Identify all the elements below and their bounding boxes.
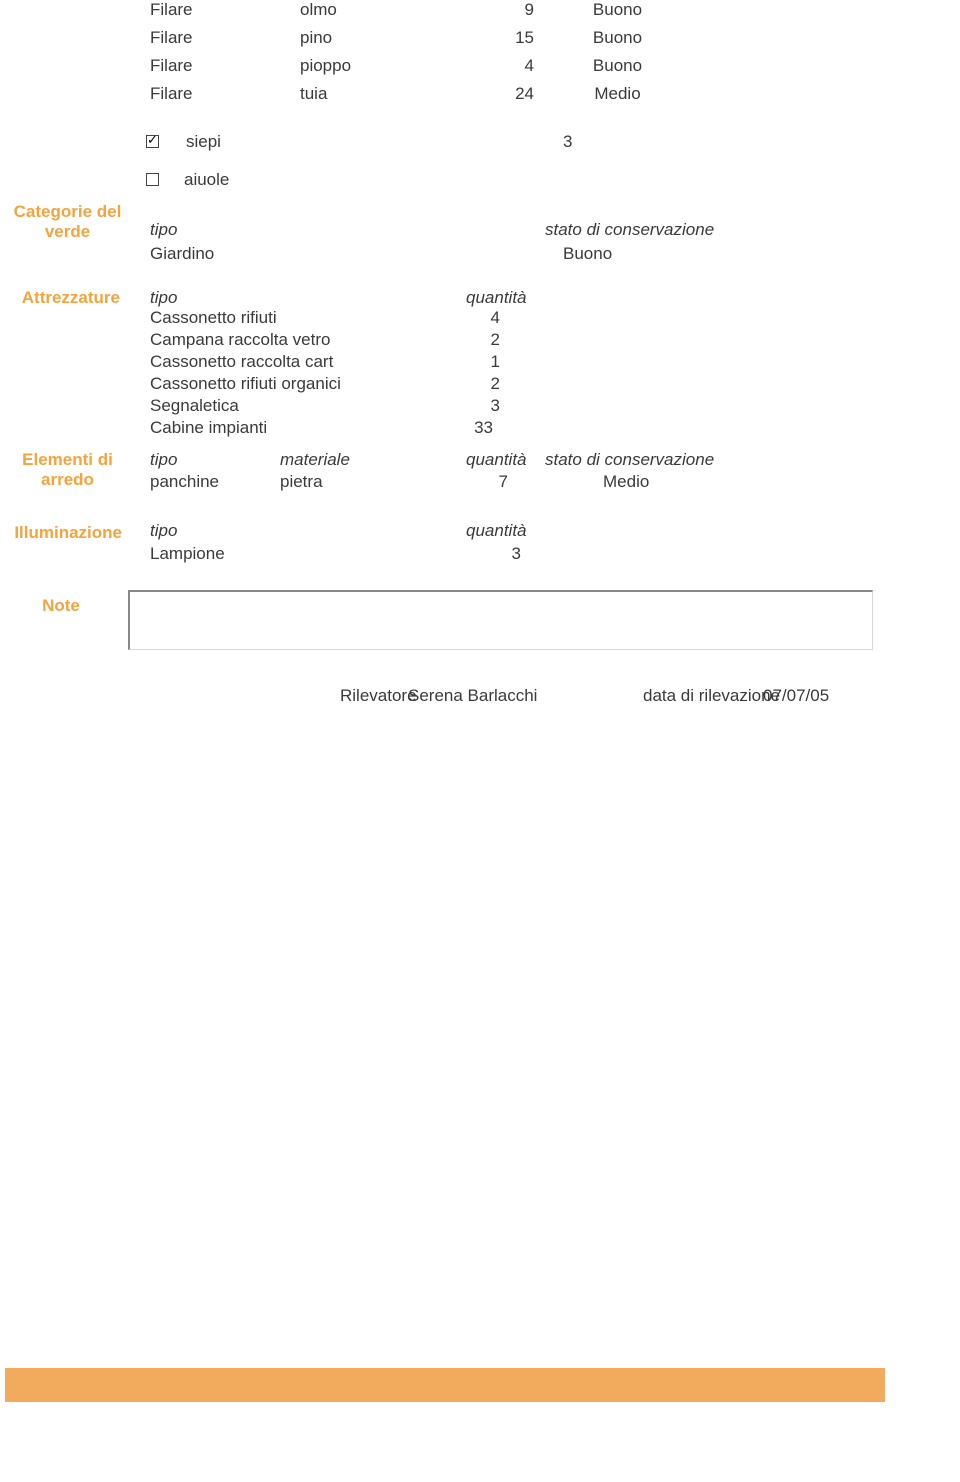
rilevatore-value: Serena Barlacchi [408, 686, 537, 706]
illuminazione-row: Lampione 3 [0, 544, 960, 566]
filare-stato: Medio [545, 84, 690, 104]
filare-stato: Buono [545, 28, 690, 48]
siepi-row: siepi 3 [0, 132, 960, 154]
note-textbox[interactable] [128, 590, 873, 650]
filare-qty: 9 [480, 0, 534, 20]
arredo-stato: Medio [603, 472, 649, 492]
filare-specie: pioppo [300, 56, 351, 76]
ill-tipo: Lampione [150, 544, 225, 564]
head-tipo: tipo [150, 288, 177, 308]
filare-tipo: Filare [150, 0, 193, 20]
categorie-tipo: Giardino [150, 244, 214, 264]
data-rilevazione-value: 07/07/05 [763, 686, 829, 706]
arredo-materiale: pietra [280, 472, 323, 492]
attr-qty: 33 [473, 418, 493, 438]
attrezzature-row: Segnaletica 3 [0, 396, 960, 418]
aiuole-checkbox[interactable] [146, 173, 159, 186]
attr-tipo: Cassonetto raccolta cart [150, 352, 333, 372]
head-qty: quantità [466, 288, 520, 308]
attrezzature-row: Cassonetto raccolta cart 1 [0, 352, 960, 374]
categorie-stato: Buono [563, 244, 612, 264]
attr-tipo: Cassonetto rifiuti [150, 308, 277, 328]
filare-specie: tuia [300, 84, 327, 104]
data-rilevazione-label: data di rilevazione [643, 686, 780, 706]
filare-qty: 4 [480, 56, 534, 76]
filare-specie: olmo [300, 0, 337, 20]
categorie-header: tipo stato di conservazione [0, 220, 960, 242]
aiuole-row: aiuole [0, 170, 960, 192]
rilevatore-label: Rilevatore [340, 686, 417, 706]
filare-row: Filare pioppo 4 Buono [0, 56, 960, 78]
aiuole-label: aiuole [184, 170, 229, 190]
head-tipo: tipo [150, 450, 177, 470]
filare-row: Filare olmo 9 Buono [0, 0, 960, 22]
head-qty: quantità [466, 521, 520, 541]
attrezzature-row: Cassonetto rifiuti 4 [0, 308, 960, 330]
head-stato: stato di conservazione [545, 450, 714, 470]
head-qty: quantità [466, 450, 520, 470]
filare-qty: 24 [480, 84, 534, 104]
arredo-tipo: panchine [150, 472, 219, 492]
attr-tipo: Campana raccolta vetro [150, 330, 330, 350]
attr-qty: 3 [480, 396, 500, 416]
attrezzature-header: tipo quantità [0, 288, 960, 310]
attrezzature-row: Cabine impianti 33 [0, 418, 960, 440]
filare-specie: pino [300, 28, 332, 48]
attr-qty: 2 [480, 330, 500, 350]
footer-bar [5, 1368, 885, 1402]
siepi-checkbox[interactable] [146, 135, 159, 148]
head-tipo: tipo [150, 521, 177, 541]
head-stato: stato di conservazione [545, 220, 714, 240]
attr-tipo: Cassonetto rifiuti organici [150, 374, 341, 394]
siepi-label: siepi [186, 132, 221, 152]
arredo-row: panchine pietra 7 Medio [0, 472, 960, 494]
attr-tipo: Segnaletica [150, 396, 239, 416]
attrezzature-row: Cassonetto rifiuti organici 2 [0, 374, 960, 396]
filare-qty: 15 [480, 28, 534, 48]
attrezzature-row: Campana raccolta vetro 2 [0, 330, 960, 352]
attr-qty: 2 [480, 374, 500, 394]
filare-tipo: Filare [150, 84, 193, 104]
categorie-row: Giardino Buono [0, 244, 960, 266]
filare-stato: Buono [545, 56, 690, 76]
head-materiale: materiale [280, 450, 350, 470]
arredo-qty: 7 [488, 472, 508, 492]
head-tipo: tipo [150, 220, 177, 240]
illuminazione-header: tipo quantità [0, 521, 960, 543]
filare-stato: Buono [545, 0, 690, 20]
siepi-qty: 3 [563, 132, 572, 152]
section-note: Note [0, 596, 122, 616]
footer-meta: Rilevatore Serena Barlacchi data di rile… [0, 686, 960, 708]
filare-tipo: Filare [150, 56, 193, 76]
filare-row: Filare tuia 24 Medio [0, 84, 960, 106]
attr-qty: 1 [480, 352, 500, 372]
arredo-header: tipo materiale quantità stato di conserv… [0, 450, 960, 472]
attr-tipo: Cabine impianti [150, 418, 267, 438]
ill-qty: 3 [501, 544, 521, 564]
attr-qty: 4 [480, 308, 500, 328]
filare-tipo: Filare [150, 28, 193, 48]
filare-row: Filare pino 15 Buono [0, 28, 960, 50]
